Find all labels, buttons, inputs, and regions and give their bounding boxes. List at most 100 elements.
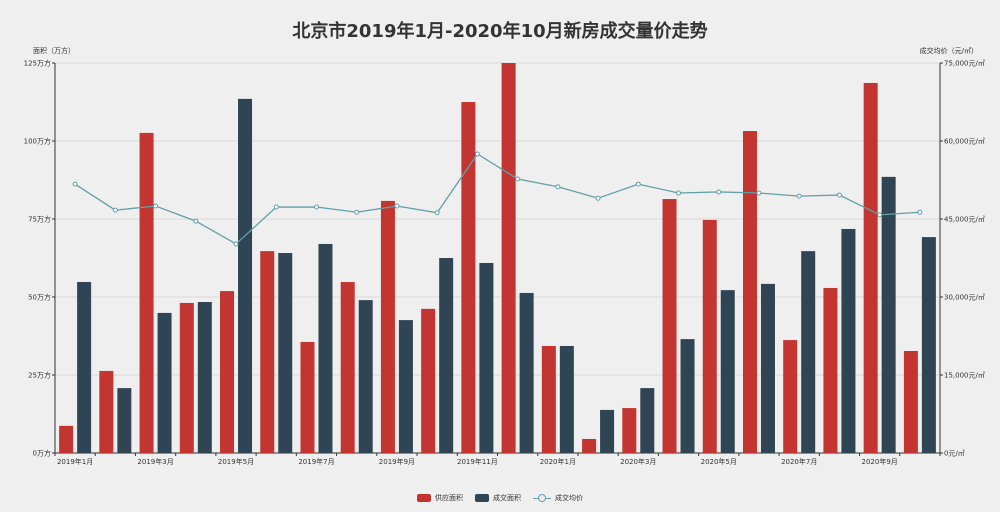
price-point[interactable] [153, 203, 159, 209]
price-point[interactable] [273, 204, 279, 210]
bar-supply[interactable] [662, 199, 677, 453]
price-point[interactable] [796, 193, 802, 199]
bar-supply[interactable] [702, 219, 717, 453]
bar-deal[interactable] [921, 237, 936, 453]
price-point[interactable] [635, 181, 641, 187]
bar-deal[interactable] [439, 258, 454, 453]
bar-supply[interactable] [582, 438, 597, 453]
bar-deal[interactable] [278, 253, 293, 453]
price-point[interactable] [434, 210, 440, 216]
price-point[interactable] [756, 190, 762, 196]
x-tick-label: 2020年5月 [701, 457, 737, 466]
bar-supply[interactable] [903, 350, 918, 453]
x-tick-label: 2020年7月 [781, 457, 817, 466]
line-swatch-icon [533, 494, 551, 502]
x-tick-label: 2019年9月 [379, 457, 415, 466]
bar-supply[interactable] [863, 82, 878, 453]
bar-deal[interactable] [600, 409, 615, 453]
bar-deal[interactable] [519, 292, 534, 453]
bar-deal[interactable] [318, 243, 333, 453]
price-point[interactable] [233, 241, 239, 247]
bar-supply[interactable] [139, 132, 154, 453]
legend-item-deal[interactable]: 成交面积 [475, 493, 521, 503]
bar-supply[interactable] [461, 102, 476, 453]
price-point[interactable] [313, 204, 319, 210]
y-tick-label: 125万方 [24, 59, 51, 68]
bar-supply[interactable] [179, 302, 194, 453]
price-point[interactable] [716, 189, 722, 195]
bar-deal[interactable] [760, 283, 775, 453]
bar-supply[interactable] [823, 287, 838, 453]
y2-tick-label: 75,000元/㎡ [944, 60, 985, 68]
price-point[interactable] [394, 203, 400, 209]
price-point[interactable] [595, 195, 601, 201]
y-tick-label: 25万方 [28, 371, 51, 380]
bar-supply[interactable] [220, 291, 235, 453]
y2-tick-label: 45,000元/㎡ [944, 216, 985, 224]
price-point[interactable] [836, 192, 842, 198]
bar-deal[interactable] [77, 282, 92, 453]
price-point[interactable] [515, 176, 521, 182]
bar-supply[interactable] [742, 131, 757, 454]
bar-supply[interactable] [260, 251, 275, 453]
bar-deal[interactable] [157, 312, 172, 453]
x-tick-label: 2019年7月 [298, 457, 334, 466]
legend-label: 供应面积 [435, 494, 463, 502]
bar-deal[interactable] [801, 251, 816, 453]
bar-supply[interactable] [99, 370, 114, 453]
bar-supply[interactable] [380, 200, 395, 453]
legend-item-supply[interactable]: 供应面积 [417, 493, 463, 503]
bar-supply[interactable] [340, 282, 355, 453]
bar-supply[interactable] [59, 425, 74, 453]
y-tick-label: 100万方 [24, 137, 51, 146]
bar-deal[interactable] [479, 262, 494, 453]
x-tick-label: 2020年1月 [540, 457, 576, 466]
x-tick-label: 2019年3月 [137, 457, 173, 466]
x-tick-label: 2019年11月 [457, 457, 498, 466]
x-tick-label: 2020年9月 [862, 457, 898, 466]
x-tick-label: 2020年3月 [620, 457, 656, 466]
price-point[interactable] [474, 151, 480, 157]
y2-tick-label: 0元/㎡ [944, 450, 965, 458]
bar-deal[interactable] [117, 388, 132, 453]
price-point[interactable] [354, 209, 360, 215]
price-point[interactable] [555, 184, 561, 190]
price-line [74, 153, 920, 245]
supply-swatch-icon [417, 494, 431, 502]
bar-deal[interactable] [881, 176, 896, 453]
bar-deal[interactable] [358, 300, 373, 453]
deal-swatch-icon [475, 494, 489, 502]
bar-supply[interactable] [622, 408, 637, 453]
bar-deal[interactable] [197, 301, 212, 453]
y2-tick-label: 30,000元/㎡ [944, 294, 985, 302]
legend-item-price[interactable]: 成交均价 [533, 493, 583, 503]
price-point[interactable] [112, 207, 118, 213]
bar-deal[interactable] [640, 388, 655, 453]
bar-deal[interactable] [720, 290, 735, 453]
bar-supply[interactable] [783, 340, 798, 453]
bar-deal[interactable] [559, 345, 574, 453]
x-tick-label: 2019年5月 [218, 457, 254, 466]
price-point[interactable] [676, 190, 682, 196]
left-axis-name: 面积（万方） [33, 47, 75, 55]
bar-supply[interactable] [501, 63, 516, 453]
legend-label: 成交均价 [555, 494, 583, 502]
bar-supply[interactable] [300, 341, 315, 453]
x-tick-label: 2019年1月 [57, 457, 93, 466]
legend-label: 成交面积 [493, 494, 521, 502]
bar-supply[interactable] [421, 308, 436, 453]
price-point[interactable] [72, 181, 78, 187]
price-point[interactable] [877, 212, 883, 218]
y-tick-label: 50万方 [28, 293, 51, 302]
chart-title: 北京市2019年1月-2020年10月新房成交量价走势 [292, 21, 708, 42]
price-point[interactable] [917, 209, 923, 215]
bar-supply[interactable] [541, 345, 556, 453]
y2-tick-label: 60,000元/㎡ [944, 138, 985, 146]
bar-deal[interactable] [680, 339, 695, 453]
bar-deal[interactable] [841, 228, 856, 453]
price-point[interactable] [193, 218, 199, 224]
right-axis-name: 成交均价（元/㎡） [919, 47, 978, 55]
y2-tick-label: 15,000元/㎡ [944, 372, 985, 380]
bar-deal[interactable] [398, 320, 413, 453]
bar-deal[interactable] [238, 98, 253, 453]
